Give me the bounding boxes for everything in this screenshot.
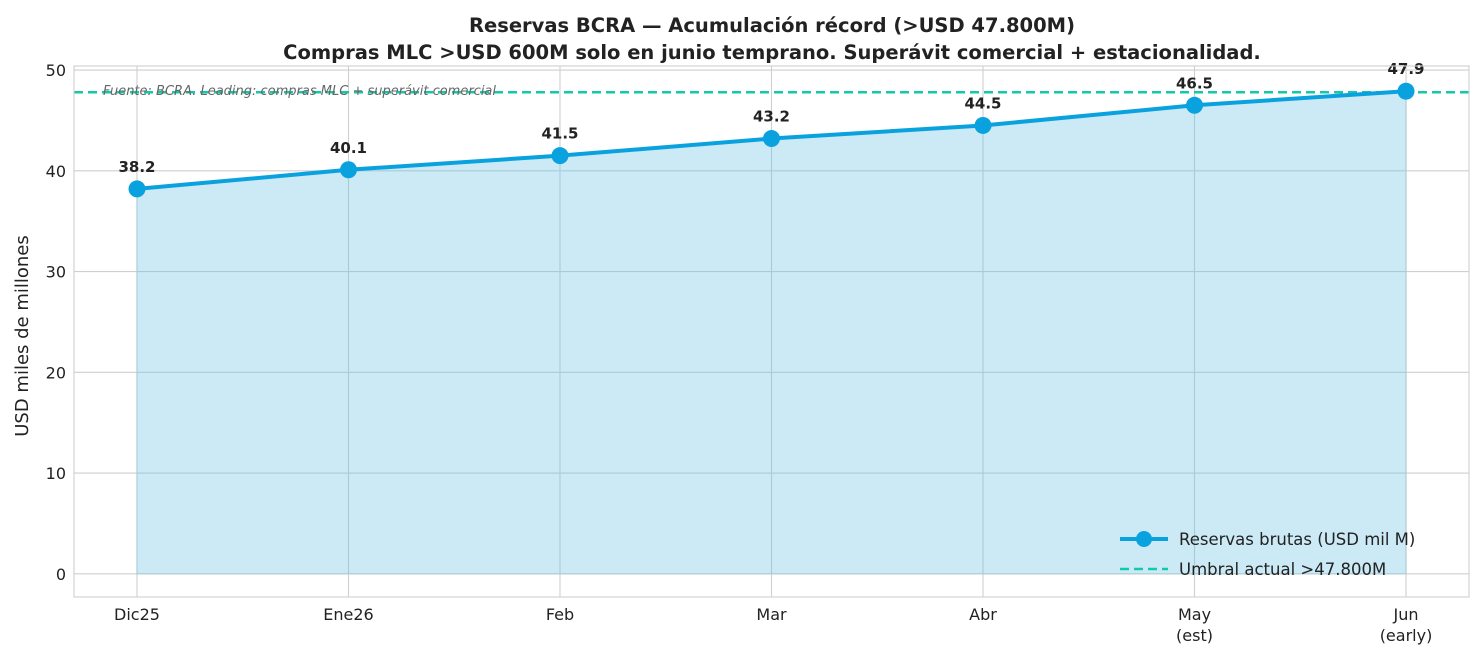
x-tick-label: Jun (early): [1380, 605, 1433, 645]
data-point: [1186, 96, 1203, 114]
data-label: 38.2: [118, 158, 155, 176]
data-point: [1397, 82, 1415, 100]
data-label: 43.2: [753, 108, 790, 126]
x-tick-label: May (est): [1176, 605, 1213, 645]
chart-title: Reservas BCRA — Acumulación récord (>USD…: [469, 14, 1075, 37]
y-tick-label: 50: [46, 61, 66, 80]
data-label: 47.9: [1387, 60, 1424, 78]
plot-area: 38.2 40.1 41.5 43.2 44.5 46.5 47.9: [73, 60, 1470, 598]
y-tick-label: 20: [46, 363, 66, 382]
data-label: 44.5: [964, 94, 1001, 112]
data-point: [128, 180, 146, 198]
data-label-layer: 38.2 40.1 41.5 43.2 44.5 46.5 47.9: [118, 60, 1424, 176]
data-point: [974, 116, 992, 134]
data-point: [340, 161, 357, 179]
source-annotation: Fuente: BCRA. Leading: compras MLC + sup…: [103, 84, 496, 99]
y-axis-label: USD miles de millones: [12, 235, 33, 437]
x-tick-label: Feb: [546, 605, 574, 624]
points-layer: [128, 82, 1415, 198]
legend-label-reservas: Reservas brutas (USD mil M): [1179, 530, 1415, 549]
legend-label-umbral: Umbral actual >47.800M: [1179, 560, 1386, 579]
y-tick-label: 0: [56, 565, 66, 584]
plot-frame: [73, 65, 1470, 598]
data-label: 41.5: [541, 125, 578, 143]
y-axis-ticks: 0 10 20 30 40 50: [46, 61, 66, 584]
chart-subtitle: Compras MLC >USD 600M solo en junio temp…: [283, 41, 1261, 64]
legend: Reservas brutas (USD mil M) Umbral actua…: [1120, 530, 1415, 579]
data-label: 40.1: [330, 139, 367, 157]
x-tick-label: Abr: [969, 605, 997, 624]
data-label: 46.5: [1176, 74, 1213, 92]
y-tick-label: 10: [46, 464, 66, 483]
x-axis-ticks: Dic25 Ene26 Feb Mar Abr May (est) Jun (early): [114, 605, 1432, 645]
y-tick-label: 40: [46, 162, 66, 181]
data-point: [763, 130, 780, 148]
area-layer: [136, 91, 1407, 575]
x-tick-label: Dic25: [114, 605, 160, 624]
data-point: [551, 147, 569, 165]
y-tick-label: 30: [46, 263, 66, 282]
x-tick-label: Mar: [756, 605, 787, 624]
legend-marker-reservas: [1136, 531, 1152, 547]
x-tick-label: Ene26: [323, 605, 373, 624]
